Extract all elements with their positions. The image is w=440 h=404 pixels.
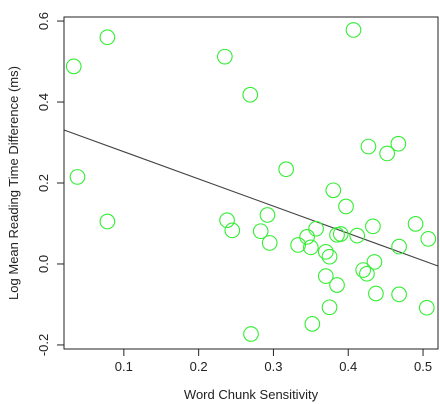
data-point	[332, 226, 349, 242]
data-point	[390, 135, 407, 152]
data-point	[99, 29, 116, 46]
data-point	[299, 228, 315, 245]
data-point	[278, 161, 295, 178]
data-point	[365, 218, 381, 235]
data-point	[99, 213, 116, 230]
regression-line-group	[63, 129, 439, 267]
data-point	[418, 299, 435, 316]
data-point	[317, 243, 334, 260]
data-point	[338, 198, 354, 215]
data-point	[317, 268, 334, 284]
data-point	[321, 299, 338, 316]
data-point	[321, 248, 338, 265]
data-point	[304, 316, 321, 332]
plot-frame-group	[63, 16, 439, 350]
data-point	[216, 48, 233, 65]
y-axis-title: Log Mean Reading Time Difference (ms)	[6, 66, 21, 300]
data-point	[325, 182, 342, 199]
data-point	[407, 216, 424, 232]
data-point	[359, 265, 375, 282]
data-point	[219, 212, 235, 229]
data-point	[242, 86, 259, 103]
x-tick-label: 0.3	[264, 359, 282, 374]
regression-line	[63, 129, 439, 267]
data-point	[261, 235, 278, 251]
y-tick-label: 0.2	[36, 174, 51, 192]
data-point	[420, 231, 437, 247]
y-tick-label: 0.4	[36, 93, 51, 111]
data-point	[290, 237, 306, 253]
x-tick-label: 0.1	[115, 359, 133, 374]
data-point	[329, 277, 345, 293]
axes-group: 0.1 0.2 0.3 0.4 0.5 -0.2 0.0 0.2 0.4 0.6	[36, 12, 432, 374]
x-tick-label: 0.5	[414, 359, 432, 374]
y-tick-label: -0.2	[36, 334, 51, 356]
data-point	[308, 220, 324, 237]
data-point	[368, 285, 384, 302]
data-point	[349, 227, 366, 244]
data-point	[252, 223, 269, 240]
data-point	[224, 222, 241, 239]
data-point	[345, 22, 362, 38]
data-point	[243, 326, 259, 342]
data-point	[302, 239, 319, 256]
x-axis-title: Word Chunk Sensitivity	[184, 387, 319, 402]
data-point	[69, 169, 86, 185]
data-point	[360, 138, 377, 155]
data-point	[391, 286, 407, 303]
y-tick-label: 0.6	[36, 12, 51, 30]
y-tick-label: 0.0	[36, 255, 51, 273]
data-point	[379, 145, 395, 162]
data-point	[259, 207, 276, 223]
plot-frame	[63, 16, 439, 350]
data-point	[391, 238, 407, 255]
data-point	[65, 58, 82, 75]
x-tick-label: 0.4	[339, 359, 357, 374]
data-point	[355, 262, 372, 278]
data-points-group	[65, 22, 437, 342]
x-tick-label: 0.2	[190, 359, 208, 374]
data-point	[366, 254, 383, 270]
